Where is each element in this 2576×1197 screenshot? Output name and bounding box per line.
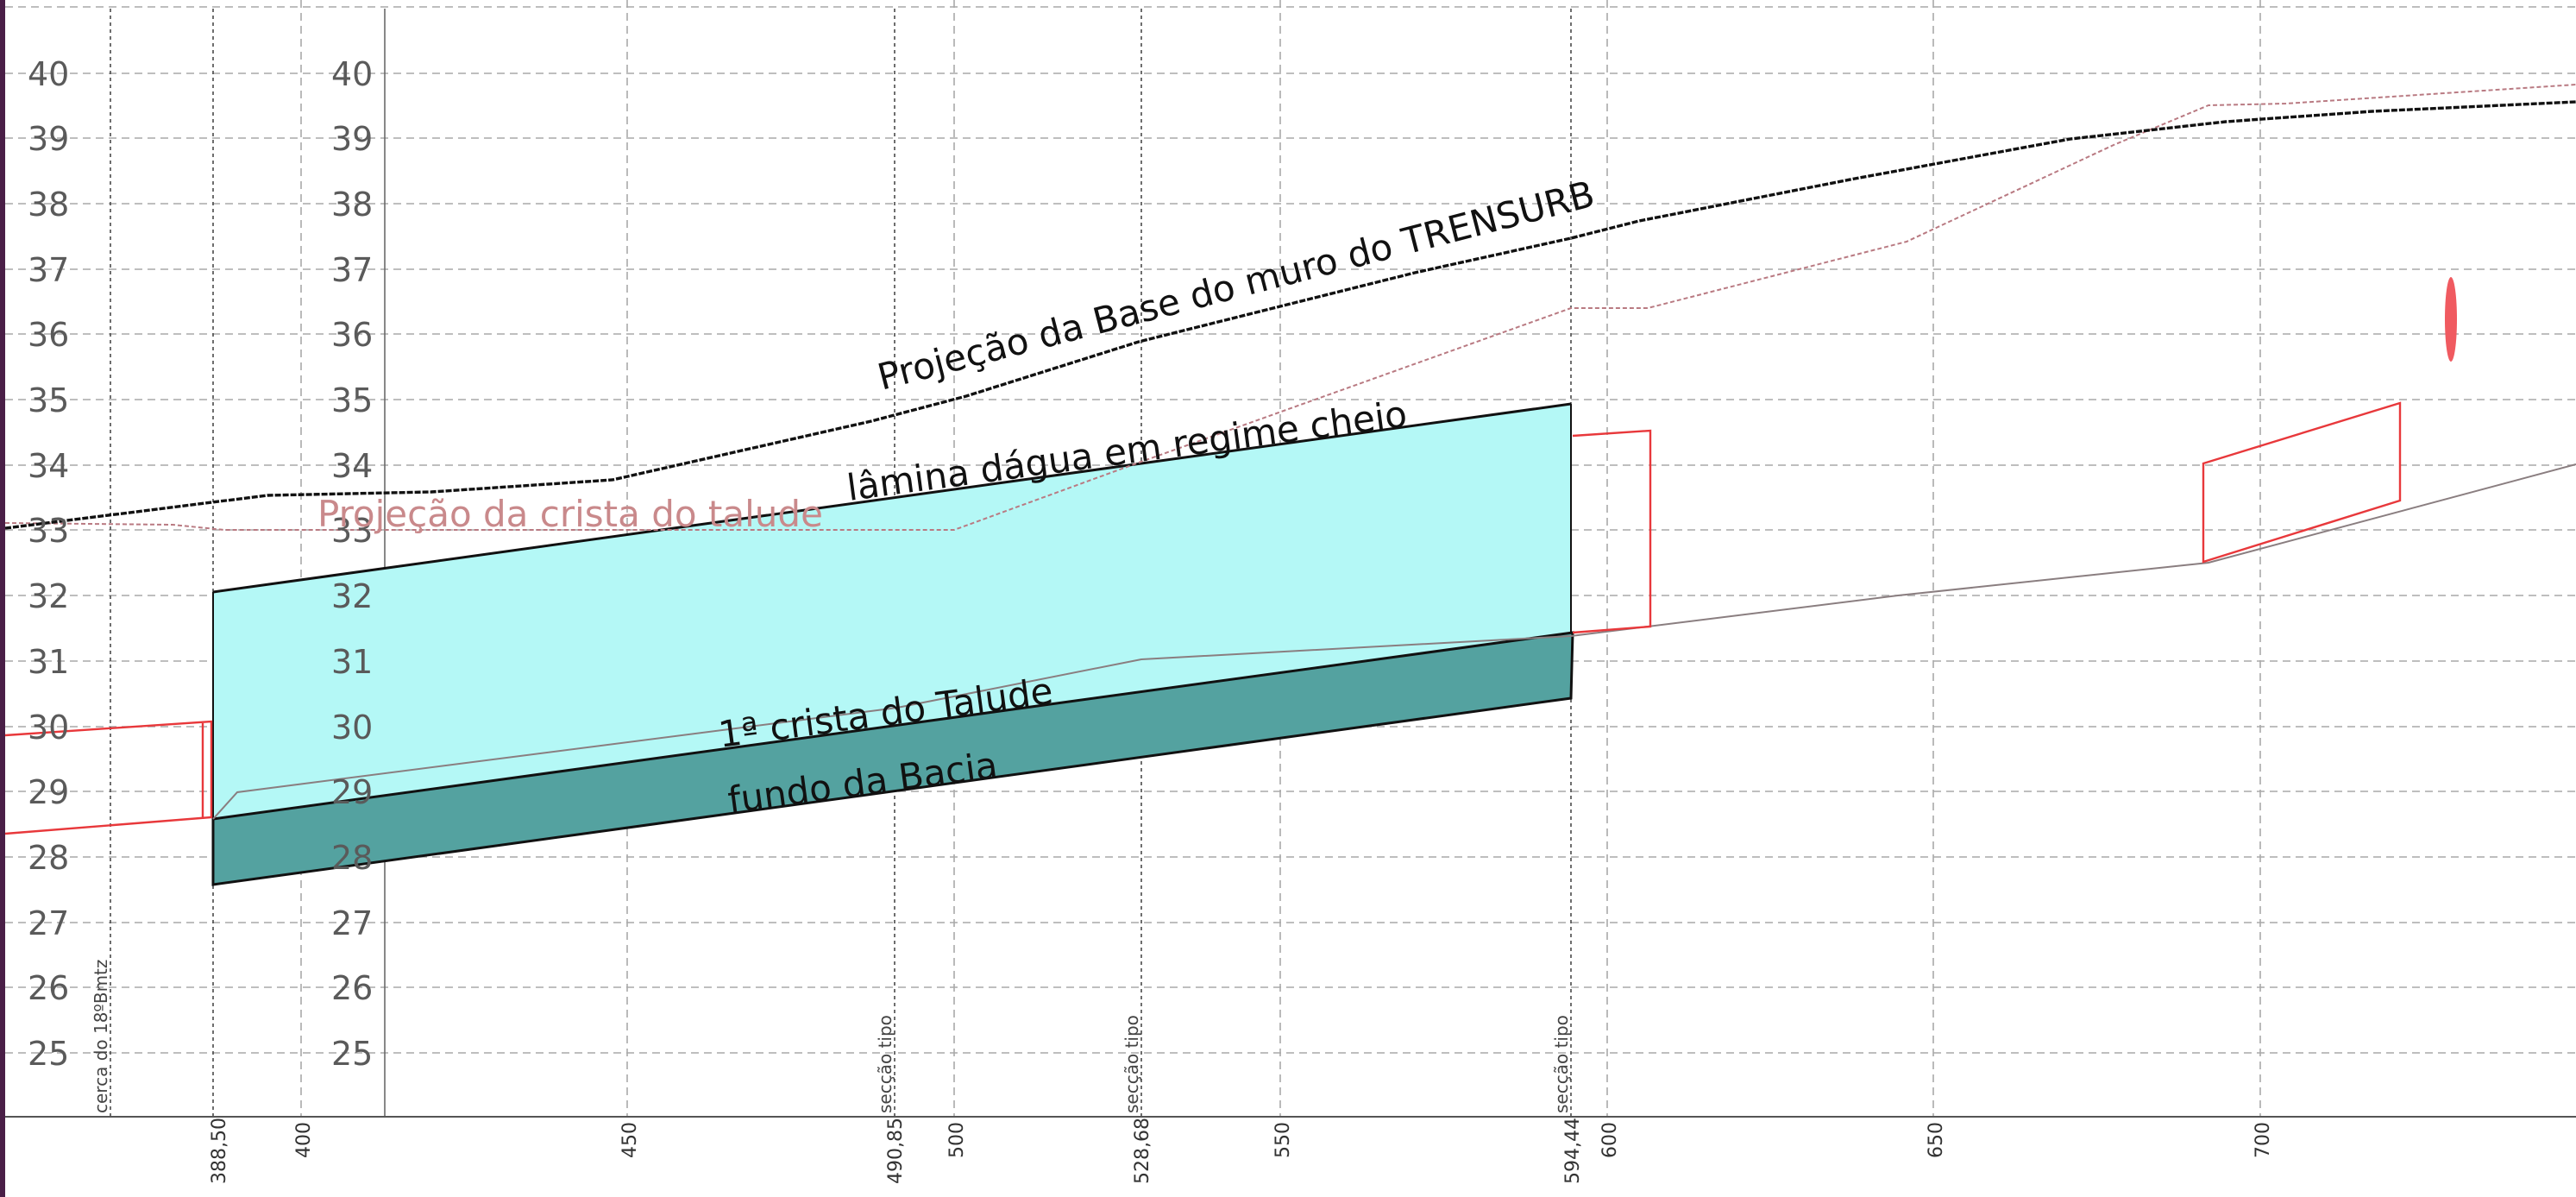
elev-label: 37 bbox=[28, 251, 69, 289]
elev-label: 27 bbox=[331, 904, 373, 942]
station-labels: 388,50 400 450 490,85 500 528,68 550 594… bbox=[209, 1118, 2274, 1184]
elev-label: 40 bbox=[28, 55, 69, 93]
elev-label: 27 bbox=[28, 904, 69, 942]
elev-label: 25 bbox=[28, 1035, 69, 1073]
station-label: 500 bbox=[946, 1122, 968, 1158]
station-label: 528,68 bbox=[1132, 1118, 1153, 1184]
water-body bbox=[213, 404, 1571, 819]
frame-left-border bbox=[0, 0, 5, 1197]
elev-label: 28 bbox=[331, 839, 373, 877]
elev-label: 31 bbox=[331, 643, 373, 681]
red-marker bbox=[2445, 277, 2457, 362]
elev-label: 34 bbox=[28, 447, 69, 485]
section-type-label: secção tipo bbox=[875, 1015, 895, 1113]
elev-label: 38 bbox=[28, 186, 69, 224]
station-label: 450 bbox=[619, 1122, 641, 1158]
station-label: 400 bbox=[293, 1122, 315, 1158]
section-texts: cerca do 18ºBmtz secção tipo secção tipo… bbox=[91, 960, 1572, 1113]
elev-label: 31 bbox=[28, 643, 69, 681]
elev-label: 30 bbox=[28, 709, 69, 747]
station-label: 594,44 bbox=[1562, 1118, 1584, 1184]
crest-projection-label: Projeção da crista do talude bbox=[317, 493, 823, 535]
station-label: 700 bbox=[2252, 1122, 2274, 1158]
elev-label: 30 bbox=[331, 709, 373, 747]
section-type-label: secção tipo bbox=[1122, 1015, 1142, 1113]
fence-label: cerca do 18ºBmtz bbox=[91, 960, 111, 1113]
elev-label: 37 bbox=[331, 251, 373, 289]
elev-label: 39 bbox=[28, 120, 69, 158]
elev-label: 40 bbox=[331, 55, 373, 93]
elev-label: 36 bbox=[28, 316, 69, 354]
section-type-label: secção tipo bbox=[1551, 1015, 1572, 1113]
terrain-line bbox=[212, 463, 2576, 820]
elev-label: 32 bbox=[331, 577, 373, 615]
elev-label: 33 bbox=[28, 512, 69, 550]
elev-label: 32 bbox=[28, 577, 69, 615]
elev-label: 38 bbox=[331, 186, 373, 224]
station-label: 490,85 bbox=[885, 1118, 907, 1184]
station-label: 388,50 bbox=[209, 1118, 230, 1184]
station-label: 650 bbox=[1926, 1122, 1947, 1158]
red-outlines bbox=[4, 401, 2402, 835]
elev-label: 34 bbox=[331, 447, 373, 485]
elev-label: 25 bbox=[331, 1035, 373, 1073]
station-label: 600 bbox=[1599, 1122, 1621, 1158]
elev-label: 28 bbox=[28, 839, 69, 877]
elev-label: 35 bbox=[28, 381, 69, 419]
elev-label: 36 bbox=[331, 316, 373, 354]
basin-bottom bbox=[211, 631, 1574, 886]
crest-projection-line bbox=[4, 84, 2576, 531]
elevation-labels: 40 39 38 37 36 35 34 33 32 31 30 29 28 2… bbox=[28, 55, 373, 1073]
elev-label: 26 bbox=[331, 969, 373, 1007]
elev-label: 26 bbox=[28, 969, 69, 1007]
wall-base-label: Projeção da Base do muro do TRENSURB bbox=[873, 173, 1599, 399]
elev-label: 29 bbox=[28, 773, 69, 811]
elev-label: 39 bbox=[331, 120, 373, 158]
elev-label: 35 bbox=[331, 381, 373, 419]
elev-label: 29 bbox=[331, 773, 373, 811]
station-label: 550 bbox=[1272, 1122, 1294, 1158]
elev-label: 33 bbox=[331, 512, 373, 550]
wall-base-line bbox=[4, 100, 2576, 530]
